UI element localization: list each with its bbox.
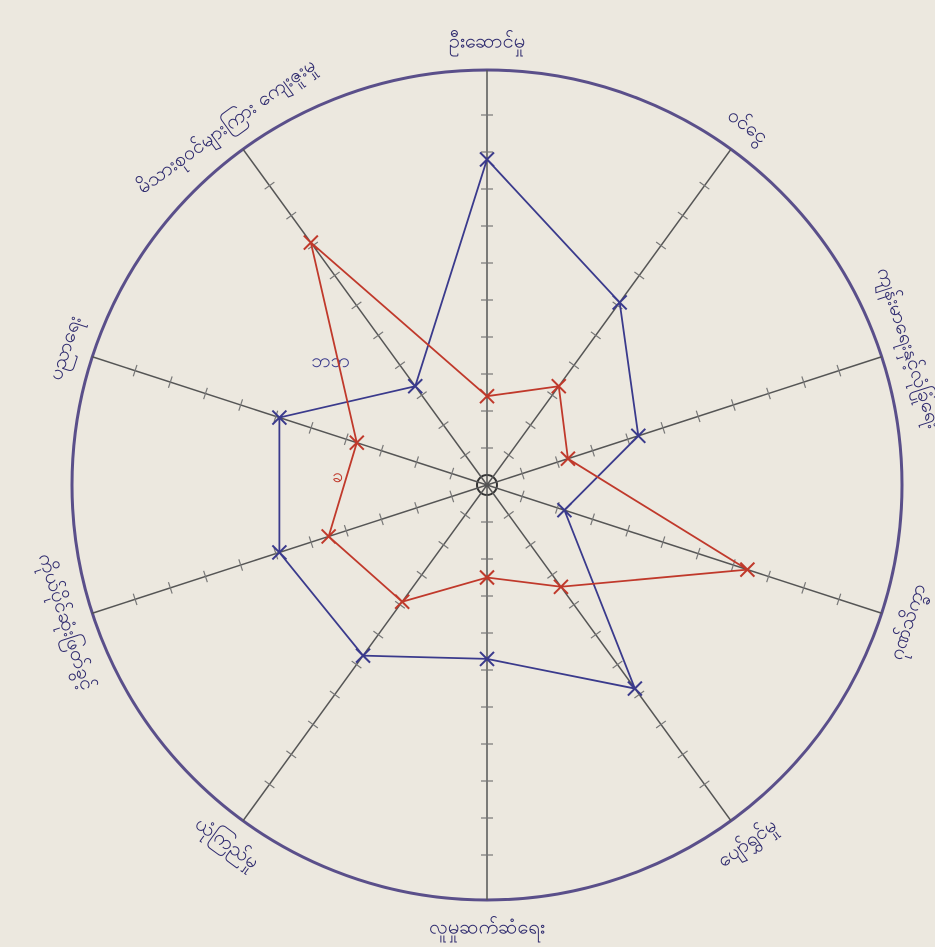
chart: ဦးဆောင်မှုဝင်ငွေကျန်းမာရေးနှင့်လုံခြုံရေ… [0, 0, 935, 947]
axis-label: ဦးဆောင်မှု [449, 29, 525, 57]
axis-label: လူမှုဆက်ဆံရေး [429, 915, 545, 943]
background [0, 0, 935, 947]
series-label: ခ [332, 463, 343, 487]
series-label: ဘဘ [311, 348, 350, 372]
